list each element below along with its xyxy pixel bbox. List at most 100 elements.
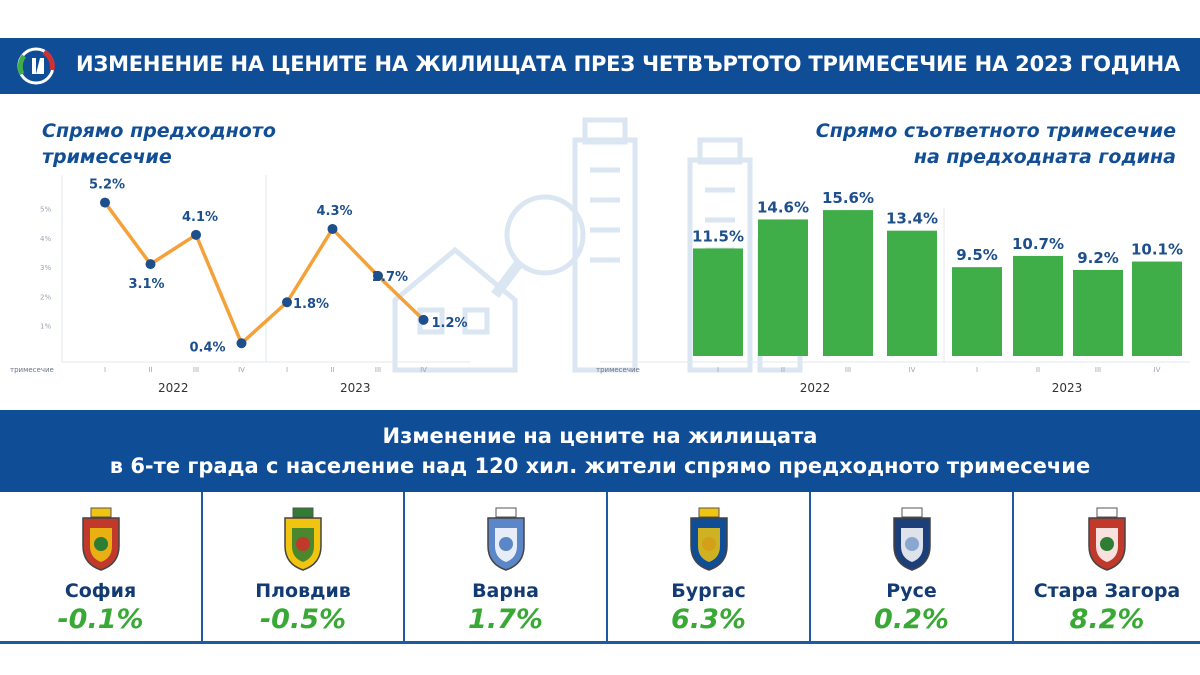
bar-chart-year-label: 2022 — [800, 381, 831, 395]
bar-chart-x-tick: I — [717, 366, 719, 374]
line-chart-x-tick: I — [104, 366, 106, 374]
bar-chart-year-label: 2023 — [1052, 381, 1083, 395]
city-cell: Бургас 6.3% — [608, 492, 811, 642]
line-chart: 1% 2% 3% 4% 5% 5.2% 3.1% 4.1% 0.4% 1.8% 4.3% 2.7% 1.… — [10, 175, 470, 395]
bar-chart-data-label: 13.4% — [886, 210, 938, 228]
page-title: ИЗМЕНЕНИЕ НА ЦЕНИТЕ НА ЖИЛИЩАТА ПРЕЗ ЧЕТ… — [76, 52, 1181, 76]
cities-title-line-1: Изменение на цените на жилищата — [382, 424, 818, 448]
bar-chart-x-label: тримесечие — [596, 366, 640, 374]
bar-chart-bar — [758, 219, 808, 356]
plovdiv-coat-of-arms-icon — [284, 507, 322, 571]
line-chart-point — [327, 223, 338, 234]
bottom-divider — [0, 641, 1200, 644]
city-name: София — [64, 580, 137, 602]
line-chart-x-tick: III — [193, 366, 199, 374]
bar-chart-bar — [1132, 261, 1182, 356]
line-chart-y-tick: 4% — [40, 235, 51, 243]
line-chart-y-tick: 2% — [40, 293, 51, 301]
line-chart-series-line — [103, 201, 425, 346]
line-chart-year-label: 2023 — [340, 381, 371, 395]
bar-chart-bar — [952, 267, 1002, 356]
bar-chart-x-tick: I — [976, 366, 978, 374]
line-chart-title-line-1: Спрямо предходното — [42, 120, 276, 142]
cities-band — [0, 410, 1200, 492]
bar-chart-x-tick: II — [781, 366, 785, 374]
bar-chart-data-label: 14.6% — [757, 198, 809, 216]
city-price-change: 8.2% — [1069, 604, 1145, 635]
city-cell: Стара Загора 8.2% — [1014, 492, 1200, 642]
line-chart-point — [282, 297, 292, 308]
line-chart-data-label: 0.4% — [190, 340, 226, 355]
line-chart-point — [236, 338, 247, 349]
varna-coat-of-arms-icon — [486, 507, 525, 571]
bar-chart-data-label: 11.5% — [692, 227, 744, 245]
line-chart-data-label: 1.2% — [432, 316, 468, 331]
bar-chart-bar — [693, 248, 743, 356]
bar-chart-x-tick: II — [1036, 366, 1040, 374]
line-chart-point — [100, 197, 110, 208]
line-chart-x-label: тримесечие — [10, 366, 54, 374]
bar-chart-bar — [1073, 269, 1123, 356]
burgas-coat-of-arms-icon — [689, 507, 728, 571]
line-chart-x-tick: IV — [420, 366, 427, 374]
bar-chart-data-label: 10.7% — [1012, 235, 1064, 253]
bar-chart-x-tick: IV — [1154, 366, 1161, 374]
line-chart-year-label: 2022 — [158, 381, 189, 395]
city-cell: Пловдив -0.5% — [203, 492, 405, 642]
line-chart-point — [373, 270, 383, 281]
line-chart-title: Спрямо предходното тримесечие — [42, 118, 276, 170]
line-chart-point — [418, 314, 429, 325]
bar-chart-bar — [887, 230, 937, 356]
nsi-logo-icon — [17, 47, 55, 85]
city-price-change: 1.7% — [468, 604, 543, 635]
bar-chart-bar — [1013, 255, 1063, 356]
line-chart-x-tick: I — [286, 366, 288, 374]
bar-chart-x-tick: IV — [909, 366, 916, 374]
line-chart-point — [191, 229, 201, 240]
bar-chart-x-tick: III — [845, 366, 851, 374]
ruse-coat-of-arms-icon — [892, 507, 931, 571]
line-chart-x-tick: II — [148, 366, 152, 374]
city-cell: Варна 1.7% — [405, 492, 608, 642]
city-cell: София -0.1% — [0, 492, 203, 642]
line-chart-x-tick: III — [375, 366, 381, 374]
city-cell: Русе 0.2% — [811, 492, 1014, 642]
line-chart-data-label: 4.3% — [317, 204, 353, 219]
bar-chart-data-label: 10.1% — [1131, 241, 1183, 259]
line-chart-title-line-2: тримесечие — [42, 146, 172, 168]
line-chart-y-tick: 1% — [40, 323, 51, 331]
line-chart-data-label: 4.1% — [182, 210, 218, 225]
bar-chart-data-label: 9.2% — [1077, 249, 1119, 267]
bar-chart-data-label: 15.6% — [822, 189, 874, 207]
stara-zagora-coat-of-arms-icon — [1088, 507, 1126, 571]
city-name: Варна — [472, 580, 539, 602]
cities-title-line-2: в 6-те града с население над 120 хил. жи… — [109, 454, 1091, 478]
city-name: Русе — [886, 580, 937, 602]
line-chart-y-tick: 5% — [40, 205, 51, 213]
bar-chart: 11.5% 14.6% 15.6% 13.4% 9.5% 10.7% 9.2% 10.1% тр… — [596, 189, 1190, 395]
bar-chart-title: Спрямо съответното тримесечие на предход… — [816, 118, 1176, 170]
bar-chart-bar — [823, 210, 873, 356]
bar-chart-title-line-1: Спрямо съответното тримесечие — [815, 120, 1176, 142]
city-price-change: -0.5% — [259, 604, 347, 635]
line-chart-data-label: 2.7% — [372, 270, 408, 285]
line-chart-x-tick: IV — [238, 366, 245, 374]
city-price-change: 6.3% — [671, 604, 746, 635]
line-chart-y-tick: 3% — [40, 264, 51, 272]
line-chart-data-label: 5.2% — [89, 178, 125, 193]
city-price-change: -0.1% — [57, 604, 144, 635]
line-chart-data-label: 3.1% — [129, 277, 165, 292]
header-bar: ИЗМЕНЕНИЕ НА ЦЕНИТЕ НА ЖИЛИЩАТА ПРЕЗ ЧЕТ… — [0, 38, 1200, 94]
bar-chart-x-tick: III — [1095, 366, 1101, 374]
city-price-change: 0.2% — [874, 604, 949, 635]
line-chart-x-tick: II — [330, 366, 334, 374]
line-chart-point — [145, 259, 156, 270]
bar-chart-title-line-2: на предходната година — [913, 146, 1176, 168]
city-name: Стара Загора — [1033, 580, 1181, 602]
bar-chart-data-label: 9.5% — [956, 246, 998, 264]
cities-row: София -0.1% Пловдив -0.5% Варна 1.7% Бургас 6.3… — [0, 492, 1200, 642]
sofia-coat-of-arms-icon — [81, 507, 120, 571]
line-chart-data-label: 1.8% — [293, 297, 329, 312]
city-name: Пловдив — [255, 580, 351, 602]
